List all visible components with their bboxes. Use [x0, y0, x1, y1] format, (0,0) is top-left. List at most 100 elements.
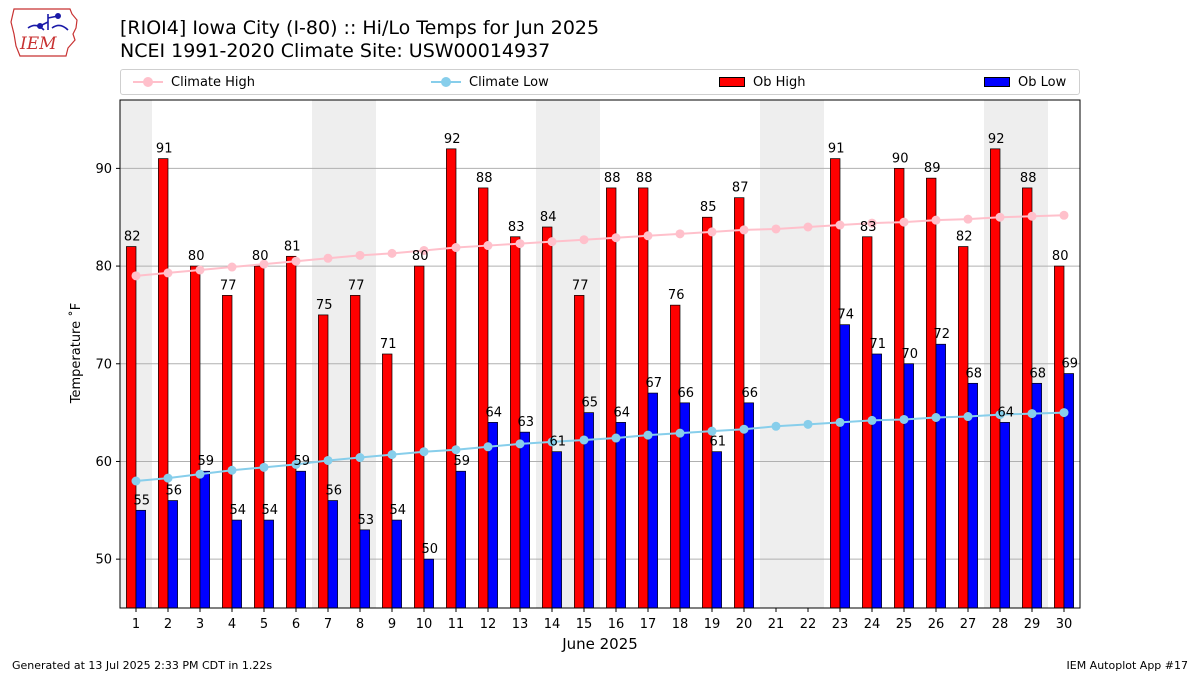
bar-ob-low-day-2	[167, 500, 178, 609]
point-climate-low-day-10	[419, 447, 429, 457]
line-climate-low	[135, 411, 1065, 482]
bar-ob-high-day-17	[638, 187, 649, 609]
x-tick-label-19: 19	[704, 617, 721, 632]
point-climate-low-day-27	[963, 412, 973, 422]
chart-title: [RIOI4] Iowa City (I-80) :: Hi/Lo Temps …	[120, 17, 600, 39]
bar-ob-high-day-30	[1054, 265, 1065, 609]
x-tick-label-6: 6	[292, 617, 300, 632]
legend-swatch-ob-low	[984, 77, 1010, 87]
label-ob-low-day-30: 69	[1062, 357, 1079, 372]
bar-ob-low-day-6	[295, 470, 306, 609]
bar-ob-low-day-3	[199, 470, 210, 609]
y-tick-label-70: 70	[95, 357, 112, 372]
x-tick-label-10: 10	[416, 617, 433, 632]
point-climate-low-day-24	[867, 415, 877, 425]
weekend-shading	[120, 100, 1048, 608]
label-ob-low-day-15: 65	[582, 396, 599, 411]
label-ob-high-day-3: 80	[188, 249, 205, 264]
point-climate-high-day-3	[195, 265, 205, 275]
bar-ob-high-day-16	[606, 187, 617, 609]
label-ob-low-day-23: 74	[838, 308, 855, 323]
legend-label-climate-low: Climate Low	[469, 74, 549, 90]
y-tick-label-50: 50	[95, 553, 112, 568]
bar-ob-high-day-14	[542, 226, 553, 609]
point-climate-low-day-2	[163, 473, 173, 483]
bar-ob-high-day-3	[190, 265, 201, 609]
label-ob-low-day-8: 53	[358, 513, 375, 528]
label-ob-high-day-13: 83	[508, 220, 525, 235]
bar-ob-high-day-8	[350, 295, 361, 609]
bar-ob-high-day-1	[126, 246, 137, 609]
line-climate-high	[135, 214, 1065, 277]
label-ob-low-day-1: 55	[134, 493, 151, 508]
label-ob-low-day-20: 66	[742, 386, 759, 401]
iem-logo: IEM	[10, 8, 78, 57]
point-climate-low-day-25	[899, 414, 909, 424]
x-tick-label-16: 16	[608, 617, 625, 632]
point-climate-high-day-30	[1059, 210, 1069, 220]
x-tick-label-15: 15	[576, 617, 593, 632]
point-climate-low-day-15	[579, 435, 589, 445]
bar-ob-low-day-14	[551, 451, 562, 609]
label-ob-low-day-9: 54	[390, 503, 407, 518]
label-ob-low-day-11: 59	[454, 454, 471, 469]
label-ob-low-day-16: 64	[614, 405, 631, 420]
x-tick-label-12: 12	[480, 617, 497, 632]
x-tick-label-7: 7	[324, 617, 332, 632]
label-ob-high-day-19: 85	[700, 200, 717, 215]
x-axis-label: June 2025	[561, 635, 638, 653]
data-labels: 82 55 91 56 80 59 77 54 80 54 81 59 75 56 77 53 71 54 80 50…	[124, 132, 1078, 557]
bar-ob-high-day-6	[286, 255, 297, 609]
grid-lines	[120, 167, 1080, 560]
label-ob-low-day-14: 61	[550, 435, 567, 450]
point-climate-low-day-14	[547, 437, 557, 447]
bar-ob-low-day-4	[231, 519, 242, 609]
point-climate-high-day-8	[355, 250, 365, 260]
bar-ob-high-day-11	[446, 148, 457, 609]
label-ob-high-day-2: 91	[156, 142, 173, 157]
legend-swatch-climate-low	[431, 76, 461, 88]
label-ob-low-day-18: 66	[678, 386, 695, 401]
bar-ob-high-day-12	[478, 187, 489, 609]
chart-legend: Climate High Climate Low Ob High Ob Low	[120, 69, 1080, 95]
bar-ob-low-day-7	[327, 500, 338, 609]
label-ob-low-day-2: 56	[166, 484, 183, 499]
point-climate-low-day-16	[611, 433, 621, 443]
point-climate-low-day-5	[259, 462, 269, 472]
y-tick-label-90: 90	[95, 162, 112, 177]
logo-text: IEM	[19, 34, 57, 54]
label-ob-low-day-7: 56	[326, 484, 343, 499]
point-climate-high-day-19	[707, 227, 717, 237]
legend-swatch-climate-high	[133, 76, 163, 88]
label-ob-high-day-24: 83	[860, 220, 877, 235]
label-ob-low-day-19: 61	[710, 435, 727, 450]
climate-lines	[131, 210, 1069, 486]
x-tick-label-24: 24	[864, 617, 881, 632]
legend-label-ob-low: Ob Low	[1018, 74, 1067, 90]
point-climate-low-day-12	[483, 442, 493, 452]
bar-ob-high-day-15	[574, 295, 585, 609]
label-ob-high-day-18: 76	[668, 288, 685, 303]
y-tick-label-80: 80	[95, 260, 112, 275]
point-climate-high-day-28	[995, 212, 1005, 222]
bar-ob-low-day-23	[839, 324, 850, 609]
point-climate-low-day-3	[195, 469, 205, 479]
label-ob-high-day-16: 88	[604, 171, 621, 186]
x-tick-label-14: 14	[544, 617, 561, 632]
y-axis-label: Temperature ˚F	[68, 303, 84, 404]
bar-ob-high-day-2	[158, 158, 169, 609]
point-climate-low-day-30	[1059, 408, 1069, 418]
label-ob-high-day-1: 82	[124, 230, 141, 245]
x-tick-label-29: 29	[1024, 617, 1041, 632]
bar-ob-high-day-9	[382, 353, 393, 609]
point-climate-high-day-15	[579, 235, 589, 245]
x-tick-label-23: 23	[832, 617, 849, 632]
label-ob-low-day-26: 72	[934, 327, 951, 342]
label-ob-low-day-3: 59	[198, 454, 215, 469]
bar-ob-low-day-16	[615, 422, 626, 609]
point-climate-low-day-1	[131, 476, 141, 486]
label-ob-high-day-23: 91	[828, 142, 845, 157]
legend-label-climate-high: Climate High	[171, 74, 256, 90]
label-ob-high-day-5: 80	[252, 249, 269, 264]
label-ob-high-day-26: 89	[924, 161, 941, 176]
